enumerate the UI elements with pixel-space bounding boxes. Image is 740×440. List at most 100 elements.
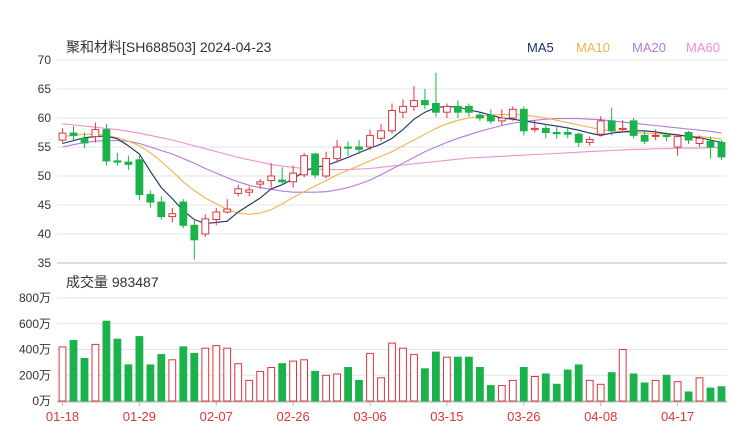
volume-bar bbox=[640, 382, 649, 402]
candle bbox=[190, 219, 199, 260]
candle bbox=[201, 214, 210, 237]
candle-body bbox=[717, 141, 726, 158]
candle-body bbox=[377, 130, 385, 139]
volume-bar bbox=[80, 358, 89, 402]
volume-bar bbox=[530, 376, 539, 402]
volume-bar bbox=[454, 356, 462, 402]
candle-body bbox=[91, 129, 100, 138]
volume-bar bbox=[563, 369, 572, 402]
date-tick-label: 04-08 bbox=[584, 409, 617, 424]
candle-body bbox=[278, 179, 287, 183]
candle bbox=[234, 184, 243, 197]
volume-bar bbox=[465, 356, 473, 402]
volume-bar bbox=[410, 354, 418, 402]
candle bbox=[486, 109, 495, 124]
volume-bar bbox=[673, 381, 682, 402]
candle bbox=[695, 135, 704, 147]
candle bbox=[91, 122, 100, 143]
legend-ma5: MA5 bbox=[527, 40, 554, 55]
candle bbox=[135, 155, 144, 201]
candle bbox=[574, 132, 583, 147]
volume-bar bbox=[157, 354, 166, 402]
date-tick-label: 03-06 bbox=[353, 409, 386, 424]
candle-body bbox=[563, 132, 572, 135]
candle-body bbox=[651, 134, 660, 137]
date-tick-label: 04-17 bbox=[661, 409, 694, 424]
volume-bar bbox=[102, 320, 111, 402]
candle-body bbox=[432, 103, 440, 113]
candle-body bbox=[607, 120, 616, 132]
price-tick-label: 50 bbox=[38, 169, 52, 183]
volume-bar bbox=[146, 364, 155, 402]
volume-bar bbox=[366, 352, 374, 402]
candle bbox=[267, 163, 276, 188]
candle-body bbox=[706, 140, 715, 148]
volume-bar bbox=[58, 346, 67, 402]
candle-body bbox=[618, 127, 627, 131]
volume-tick-label: 400万 bbox=[19, 343, 51, 357]
candle bbox=[563, 126, 572, 139]
volume-bar bbox=[519, 367, 528, 402]
candle bbox=[311, 152, 320, 179]
candle-body bbox=[212, 211, 221, 220]
candle-body bbox=[673, 136, 682, 148]
volume-bar bbox=[223, 347, 232, 402]
candle-body bbox=[333, 146, 342, 160]
volume-bar bbox=[662, 374, 671, 402]
volume-bar bbox=[486, 385, 495, 402]
candle bbox=[333, 140, 342, 163]
candle-body bbox=[311, 153, 320, 176]
price-tick-label: 65 bbox=[38, 82, 52, 96]
candle bbox=[508, 106, 517, 121]
candle bbox=[497, 109, 506, 125]
volume-bar bbox=[388, 342, 396, 402]
candle-body bbox=[245, 189, 254, 193]
volume-bar bbox=[234, 363, 243, 402]
volume-bar bbox=[124, 364, 133, 402]
price-tick-label: 35 bbox=[38, 256, 52, 270]
volume-bar bbox=[179, 346, 188, 402]
candle-body bbox=[58, 132, 67, 141]
candle bbox=[168, 207, 177, 223]
volume-bar bbox=[245, 379, 254, 402]
price-tick-label: 45 bbox=[38, 198, 52, 212]
candle-body bbox=[113, 160, 122, 163]
candle bbox=[410, 86, 418, 112]
candle-body bbox=[80, 137, 89, 144]
candle-body bbox=[300, 155, 309, 176]
candle-body bbox=[684, 132, 693, 141]
candle bbox=[69, 126, 78, 141]
volume-tick-label: 200万 bbox=[19, 368, 51, 382]
candle-body bbox=[585, 139, 594, 143]
chart-title: 聚和材料[SH688503] 2024-04-23 bbox=[66, 39, 272, 55]
volume-bar bbox=[333, 373, 342, 402]
volume-bar bbox=[190, 352, 199, 402]
candle-body bbox=[410, 100, 418, 107]
candle-body bbox=[421, 100, 429, 106]
ma60-line bbox=[62, 123, 722, 171]
volume-bar bbox=[344, 367, 353, 402]
candle bbox=[355, 140, 363, 154]
candle-body bbox=[486, 114, 495, 122]
legend-ma10: MA10 bbox=[576, 40, 610, 55]
candle bbox=[706, 136, 715, 159]
candle bbox=[344, 141, 353, 156]
candle-body bbox=[443, 105, 451, 113]
candle-body bbox=[289, 172, 298, 183]
volume-bar bbox=[508, 379, 517, 402]
candle bbox=[640, 130, 649, 145]
price-tick-label: 70 bbox=[38, 53, 52, 67]
candle bbox=[421, 89, 429, 110]
volume-bar bbox=[497, 385, 506, 402]
legend-ma20: MA20 bbox=[632, 40, 666, 55]
candle-body bbox=[146, 194, 155, 203]
volume-bar bbox=[541, 373, 550, 402]
volume-title: 成交量 983487 bbox=[66, 274, 159, 290]
candle-body bbox=[497, 117, 506, 122]
volume-bar bbox=[585, 379, 594, 402]
candle bbox=[179, 199, 188, 229]
volume-bar bbox=[201, 347, 210, 402]
volume-bar bbox=[574, 364, 583, 402]
candle-body bbox=[124, 161, 133, 165]
candle-body bbox=[662, 134, 671, 138]
